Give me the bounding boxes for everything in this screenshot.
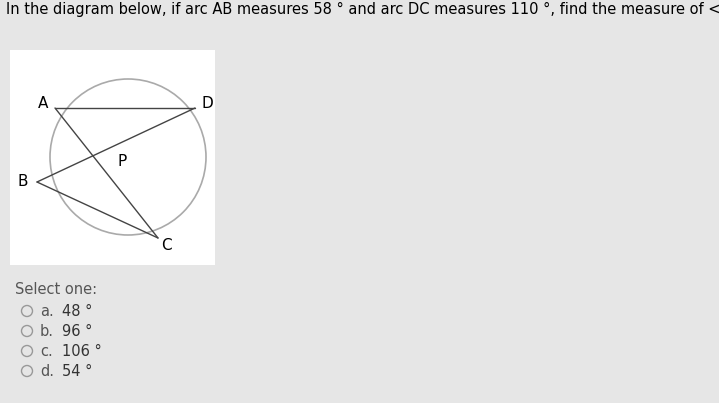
Text: D: D bbox=[201, 96, 213, 110]
Text: 54 °: 54 ° bbox=[62, 364, 92, 378]
Text: 48 °: 48 ° bbox=[62, 303, 92, 318]
Text: In the diagram below, if arc AB measures 58 ° and arc DC measures 110 °, find th: In the diagram below, if arc AB measures… bbox=[6, 2, 719, 17]
Text: P: P bbox=[117, 154, 127, 168]
FancyBboxPatch shape bbox=[10, 50, 215, 265]
Text: Select one:: Select one: bbox=[15, 283, 97, 297]
Text: 96 °: 96 ° bbox=[62, 324, 92, 339]
Text: c.: c. bbox=[40, 343, 52, 359]
Text: 106 °: 106 ° bbox=[62, 343, 102, 359]
Text: A: A bbox=[38, 96, 48, 110]
Text: B: B bbox=[18, 174, 28, 189]
Text: C: C bbox=[160, 239, 171, 253]
Text: b.: b. bbox=[40, 324, 54, 339]
Text: a.: a. bbox=[40, 303, 54, 318]
Text: d.: d. bbox=[40, 364, 54, 378]
